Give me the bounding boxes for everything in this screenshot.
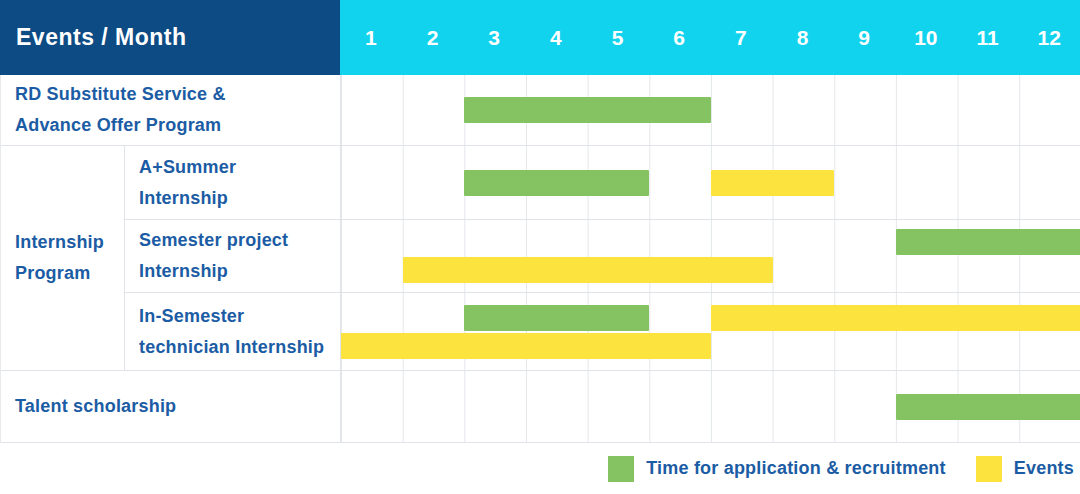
month-tick-10: 10: [895, 0, 957, 75]
row-label-line: Semester project: [139, 225, 340, 256]
gantt-bar-yellow-semester-project-internship: [403, 257, 773, 283]
month-tick-12: 12: [1018, 0, 1080, 75]
chart-row-semester-project-internship: [341, 220, 1080, 293]
legend-swatch-yellow: [976, 456, 1002, 482]
row-label-line: In-Semester: [139, 301, 340, 332]
gantt-bar-green-in-semester-technician-internship: [464, 305, 649, 331]
row-label-semester-project-internship: Semester projectInternship: [125, 220, 341, 293]
month-tick-5: 5: [587, 0, 649, 75]
gantt-schedule-chart: Events / Month 123456789101112 RD Substi…: [0, 0, 1080, 494]
legend: Time for application & recruitment Events: [0, 443, 1080, 494]
legend-item-yellow: Events: [976, 456, 1074, 482]
row-label-line: A+Summer: [139, 152, 340, 183]
row-label-line: RD Substitute Service &: [15, 79, 340, 110]
month-axis: 123456789101112: [340, 0, 1080, 75]
row-label-line: Internship: [139, 183, 340, 214]
month-tick-1: 1: [340, 0, 402, 75]
month-tick-9: 9: [833, 0, 895, 75]
gantt-bar-yellow-in-semester-technician-internship: [341, 333, 711, 359]
row-label-in-semester-technician-internship: In-Semestertechnician Internship: [125, 293, 341, 371]
chart-row-a-summer-internship: [341, 146, 1080, 220]
legend-swatch-green: [608, 456, 634, 482]
legend-label: Time for application & recruitment: [646, 458, 946, 479]
row-label-rd-substitute: RD Substitute Service &Advance Offer Pro…: [1, 75, 341, 146]
gantt-bar-yellow-in-semester-technician-internship: [711, 305, 1080, 331]
gantt-bar-green-talent-scholarship: [896, 394, 1080, 420]
gantt-bar-green-rd-substitute: [464, 97, 711, 123]
events-month-header: Events / Month: [0, 0, 340, 75]
gantt-bar-green-semester-project-internship: [896, 229, 1080, 255]
month-tick-8: 8: [772, 0, 834, 75]
row-label-line: Talent scholarship: [15, 391, 340, 422]
table-header: Events / Month 123456789101112: [0, 0, 1080, 75]
row-label-line: Advance Offer Program: [15, 110, 340, 141]
legend-item-green: Time for application & recruitment: [608, 456, 946, 482]
row-label-talent-scholarship: Talent scholarship: [1, 371, 341, 443]
row-label-line: Internship: [139, 256, 340, 287]
month-tick-4: 4: [525, 0, 587, 75]
legend-label: Events: [1014, 458, 1074, 479]
chart-row-in-semester-technician-internship: [341, 293, 1080, 371]
gantt-body: RD Substitute Service &Advance Offer Pro…: [0, 75, 1080, 443]
month-tick-3: 3: [463, 0, 525, 75]
row-label-line: Program: [15, 258, 124, 289]
group-label-internship-program: InternshipProgram: [1, 146, 125, 371]
row-label-line: Internship: [15, 227, 124, 258]
month-tick-7: 7: [710, 0, 772, 75]
month-tick-6: 6: [648, 0, 710, 75]
row-label-line: technician Internship: [139, 332, 340, 363]
chart-row-rd-substitute: [341, 75, 1080, 146]
month-tick-11: 11: [957, 0, 1019, 75]
gantt-bar-yellow-a-summer-internship: [711, 170, 834, 196]
row-label-a-summer-internship: A+SummerInternship: [125, 146, 341, 220]
month-tick-2: 2: [402, 0, 464, 75]
chart-row-talent-scholarship: [341, 371, 1080, 443]
gantt-bar-green-a-summer-internship: [464, 170, 649, 196]
